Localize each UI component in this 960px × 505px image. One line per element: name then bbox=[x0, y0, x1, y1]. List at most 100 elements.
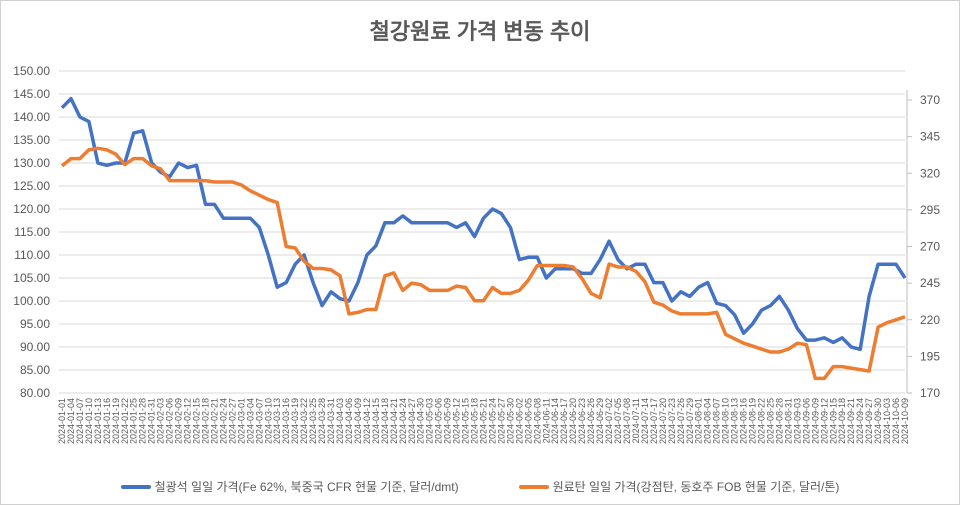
x-tick-label: 2024-08-10 bbox=[721, 398, 731, 444]
x-tick-label: 2024-07-17 bbox=[649, 398, 659, 444]
x-tick-label: 2024-08-16 bbox=[739, 398, 749, 444]
x-tick-label: 2024-03-01 bbox=[236, 398, 246, 444]
x-tick-label: 2024-05-24 bbox=[487, 398, 497, 444]
x-tick-label: 2024-03-22 bbox=[299, 398, 309, 444]
x-tick-label: 2024-10-09 bbox=[900, 398, 910, 444]
x-tick-label: 2024-02-12 bbox=[183, 398, 193, 444]
x-tick-label: 2024-05-18 bbox=[470, 398, 480, 444]
x-tick-label: 2024-02-03 bbox=[156, 398, 166, 444]
x-tick-label: 2024-06-11 bbox=[541, 398, 551, 443]
x-tick-label: 2024-07-05 bbox=[613, 398, 623, 444]
series-line-coking-coal bbox=[60, 146, 906, 381]
legend-swatch-coking-coal bbox=[518, 484, 549, 489]
x-tick-label: 2024-04-30 bbox=[416, 398, 426, 444]
x-tick-label: 2024-06-17 bbox=[559, 398, 569, 444]
x-tick-label: 2024-07-26 bbox=[676, 398, 686, 444]
x-tick-label: 2024-08-04 bbox=[703, 398, 713, 444]
x-tick-label: 2024-02-18 bbox=[200, 398, 210, 444]
legend-item-iron-ore: 철광석 일일 가격(Fe 62%, 북중국 CFR 현물 기준, 달러/dmt) bbox=[120, 478, 459, 495]
y-left-tick-label: 145.00 bbox=[13, 87, 50, 101]
x-tick-label: 2024-08-25 bbox=[765, 398, 775, 444]
x-tick-label: 2024-01-07 bbox=[75, 398, 85, 444]
x-tick-label: 2024-02-06 bbox=[165, 398, 175, 444]
x-tick-label: 2024-06-29 bbox=[595, 398, 605, 444]
x-tick-label: 2024-08-07 bbox=[712, 398, 722, 444]
x-tick-label: 2024-04-15 bbox=[371, 398, 381, 444]
x-tick-label: 2024-04-03 bbox=[335, 398, 345, 444]
x-tick-label: 2024-04-21 bbox=[389, 398, 399, 444]
x-tick-label: 2024-01-19 bbox=[111, 398, 121, 444]
x-tick-label: 2024-04-06 bbox=[344, 398, 354, 444]
y-right-tick-label: 220 bbox=[920, 313, 940, 327]
x-tick-label: 2024-04-12 bbox=[362, 398, 372, 444]
x-tick-label: 2024-06-14 bbox=[550, 398, 560, 444]
x-tick-label: 2024-01-25 bbox=[129, 398, 139, 444]
x-tick-label: 2024-03-16 bbox=[281, 398, 291, 444]
x-tick-label: 2024-03-04 bbox=[245, 398, 255, 444]
y-right-tick-label: 370 bbox=[920, 93, 940, 107]
x-tick-label: 2024-03-07 bbox=[254, 398, 264, 444]
x-tick-label: 2024-05-03 bbox=[425, 398, 435, 444]
chart-title: 철강원료 가격 변동 추이 bbox=[369, 19, 591, 44]
x-tick-label: 2024-07-14 bbox=[640, 398, 650, 444]
y-left-tick-label: 120.00 bbox=[13, 202, 50, 216]
x-tick-label: 2024-10-06 bbox=[891, 398, 901, 444]
x-tick-label: 2024-05-06 bbox=[434, 398, 444, 444]
x-tick-label: 2024-08-28 bbox=[774, 398, 784, 444]
x-tick-label: 2024-06-23 bbox=[577, 398, 587, 444]
x-tick-label: 2024-04-27 bbox=[407, 398, 417, 444]
x-tick-label: 2024-07-29 bbox=[685, 398, 695, 444]
x-tick-label: 2024-06-05 bbox=[523, 398, 533, 444]
x-tick-label: 2024-01-01 bbox=[57, 398, 67, 444]
x-tick-label: 2024-06-20 bbox=[568, 398, 578, 444]
x-tick-label: 2024-06-26 bbox=[586, 398, 596, 444]
y-left-tick-label: 110.00 bbox=[14, 248, 50, 262]
x-tick-label: 2024-09-03 bbox=[792, 398, 802, 444]
x-tick-label: 2024-01-04 bbox=[66, 398, 76, 444]
x-tick-label: 2024-10-03 bbox=[882, 398, 892, 444]
y-right-tick-label: 170 bbox=[920, 386, 940, 400]
legend-label-iron-ore: 철광석 일일 가격(Fe 62%, 북중국 CFR 현물 기준, 달러/dmt) bbox=[154, 480, 459, 494]
x-tick-label: 2024-03-19 bbox=[290, 398, 300, 444]
x-tick-label: 2024-03-10 bbox=[263, 398, 273, 444]
y-left-tick-label: 115.00 bbox=[14, 225, 50, 239]
y-left-tick-label: 80.00 bbox=[20, 386, 50, 400]
y-left-tick-label: 95.00 bbox=[20, 317, 50, 331]
x-tick-label: 2024-04-24 bbox=[398, 398, 408, 444]
x-tick-label: 2024-05-21 bbox=[479, 398, 489, 444]
y-right-tick-label: 320 bbox=[920, 166, 940, 180]
x-tick-label: 2024-07-08 bbox=[622, 398, 632, 444]
x-tick-label: 2024-09-30 bbox=[873, 398, 883, 444]
x-tick-label: 2024-01-31 bbox=[147, 398, 157, 444]
y-right-tick-label: 245 bbox=[920, 276, 940, 290]
y-left-tick-label: 140.00 bbox=[13, 110, 50, 124]
x-tick-label: 2024-05-15 bbox=[461, 398, 471, 444]
y-left-tick-label: 130.00 bbox=[13, 156, 50, 170]
legend-swatch-iron-ore bbox=[120, 484, 151, 489]
x-tick-label: 2024-07-23 bbox=[667, 398, 677, 444]
x-tick-label: 2024-04-18 bbox=[380, 398, 390, 444]
x-tick-label: 2024-02-24 bbox=[218, 398, 228, 444]
y-left-tick-label: 90.00 bbox=[20, 340, 50, 354]
x-tick-label: 2024-09-06 bbox=[801, 398, 811, 444]
x-tick-label: 2024-02-21 bbox=[209, 398, 219, 444]
x-tick-label: 2024-09-18 bbox=[837, 398, 847, 444]
x-tick-label: 2024-08-31 bbox=[783, 398, 793, 444]
x-tick-label: 2024-06-02 bbox=[514, 398, 524, 444]
x-tick-label: 2024-08-13 bbox=[730, 398, 740, 444]
y-left-tick-label: 100.00 bbox=[13, 294, 50, 308]
x-tick-label: 2024-03-25 bbox=[308, 398, 318, 444]
x-tick-label: 2024-02-27 bbox=[227, 398, 237, 444]
legend-item-coking-coal: 원료탄 일일 가격(강점탄, 동호주 FOB 현물 기준, 달러/톤) bbox=[518, 478, 839, 495]
x-tick-label: 2024-09-21 bbox=[846, 398, 856, 444]
x-tick-label: 2024-09-09 bbox=[810, 398, 820, 444]
x-tick-label: 2024-04-09 bbox=[353, 398, 363, 444]
x-tick-label: 2024-05-30 bbox=[505, 398, 515, 444]
x-tick-label: 2024-09-24 bbox=[855, 398, 865, 444]
y-left-tick-label: 85.00 bbox=[20, 363, 50, 377]
x-tick-label: 2024-06-08 bbox=[532, 398, 542, 444]
x-tick-label: 2024-03-28 bbox=[317, 398, 327, 444]
x-tick-label: 2024-07-11 bbox=[631, 398, 641, 443]
x-tick-label: 2024-09-27 bbox=[864, 398, 874, 444]
